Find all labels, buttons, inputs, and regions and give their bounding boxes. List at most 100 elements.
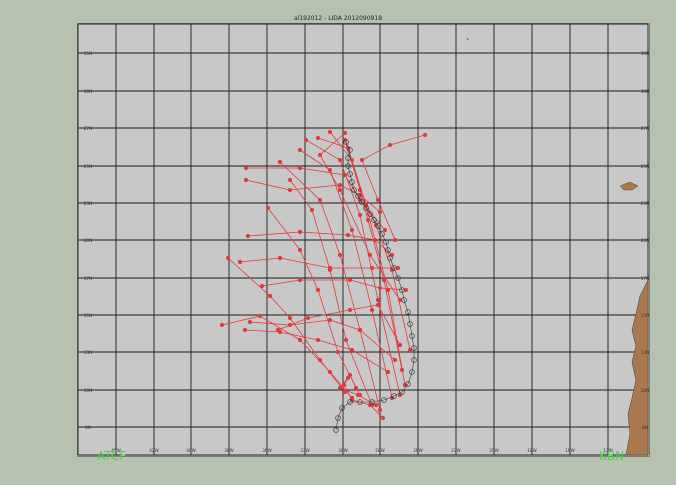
observed-point (391, 393, 397, 399)
forecast-point (297, 165, 303, 171)
forecast-point (342, 130, 348, 136)
atcf-label: ATCF (97, 449, 127, 463)
forecast-point (219, 322, 225, 328)
forecast-point (392, 237, 398, 243)
forecast-point (369, 265, 375, 271)
lon-tick-label: 45W (111, 448, 120, 453)
forecast-point (397, 297, 403, 303)
forecast-point (303, 137, 309, 143)
forecast-point (342, 172, 348, 178)
forecast-point (287, 315, 293, 321)
forecast-point (407, 347, 413, 353)
lat-tick-label-right: 17N (641, 276, 649, 281)
lat-tick-label-right: 8N (642, 425, 648, 430)
forecast-point (355, 392, 361, 398)
forecast-point (327, 129, 333, 135)
observed-point (411, 357, 417, 363)
forecast-point (287, 187, 293, 193)
forecast-point (277, 329, 283, 335)
forecast-point (287, 322, 293, 328)
observed-point (347, 399, 353, 405)
forecast-point (349, 397, 355, 403)
forecast-point (315, 135, 321, 141)
forecast-track-line (329, 131, 403, 371)
forecast-point (399, 367, 405, 373)
forecast-point (375, 297, 381, 303)
forecast-point (309, 207, 315, 213)
forecast-point (357, 327, 363, 333)
lat-tick-label-right: 30N (641, 89, 649, 94)
forecast-point (342, 389, 348, 395)
lat-tick-label-right: 20N (641, 238, 649, 243)
forecast-point (403, 287, 409, 293)
forecast-point (277, 159, 283, 165)
forecast-point (347, 372, 353, 378)
observed-point (359, 199, 365, 205)
observed-point (405, 381, 411, 387)
observed-track (333, 139, 417, 433)
forecast-point (385, 369, 391, 375)
plot-title: al192012 - LIDA 2012090918 (293, 15, 383, 22)
forecast-track-line (249, 319, 396, 361)
small-mark (466, 38, 469, 40)
observed-point (399, 389, 405, 395)
observed-point (411, 345, 417, 351)
forecast-point (243, 165, 249, 171)
forecast-point (389, 267, 395, 273)
lon-tick-label: 30W (338, 448, 347, 453)
lon-tick-label: 40W (186, 448, 195, 453)
lat-tick-label-left: 35N (84, 51, 92, 56)
forecast-point (382, 227, 388, 233)
observed-point (401, 297, 407, 303)
observed-point (409, 369, 415, 375)
observed-point (369, 399, 375, 405)
coast-shape (625, 279, 649, 456)
forecast-point (422, 132, 428, 138)
lon-tick-label: 42W (149, 448, 158, 453)
observed-point (391, 265, 397, 271)
forecast-point (297, 277, 303, 283)
observed-point (351, 187, 357, 193)
observed-point (347, 147, 353, 153)
lon-tick-label: 33W (300, 448, 309, 453)
forecast-point (373, 402, 379, 408)
forecast-point (395, 265, 401, 271)
lat-tick-label-left: 17N (84, 276, 92, 281)
forecast-point (372, 237, 378, 243)
forecast-point (377, 285, 383, 291)
forecast-track-line (221, 315, 353, 399)
observed-point (375, 223, 381, 229)
observed-point (379, 231, 385, 237)
lat-tick-label-left: 10N (84, 388, 92, 393)
observed-point (345, 163, 351, 169)
observed-point (395, 275, 401, 281)
observed-point (387, 255, 393, 261)
observed-point (367, 211, 373, 217)
forecast-point (242, 327, 248, 333)
forecast-point (345, 232, 351, 238)
forecast-point (367, 252, 373, 258)
forecast-point (265, 205, 271, 211)
lon-tick-label: 23W (451, 448, 460, 453)
forecast-point (245, 233, 251, 239)
lat-tick-label-left: 30N (84, 89, 92, 94)
forecast-point (337, 187, 343, 193)
observed-track-line (335, 141, 415, 431)
forecast-point (337, 252, 343, 258)
forecast-point (267, 293, 273, 299)
lat-tick-label-right: 13N (641, 350, 649, 355)
forecast-point (297, 147, 303, 153)
lat-tick-label-right: 23N (641, 201, 649, 206)
forecast-point (327, 265, 333, 271)
lon-tick-label: 36W (262, 448, 271, 453)
observed-point (333, 427, 339, 433)
observed-point (371, 217, 377, 223)
forecast-point (297, 247, 303, 253)
forecast-point (397, 342, 403, 348)
forecast-point (243, 177, 249, 183)
forecast-point (381, 277, 387, 283)
forecast-point (315, 337, 321, 343)
observed-point (381, 397, 387, 403)
forecast-point (287, 177, 293, 183)
forecast-point (369, 307, 375, 313)
